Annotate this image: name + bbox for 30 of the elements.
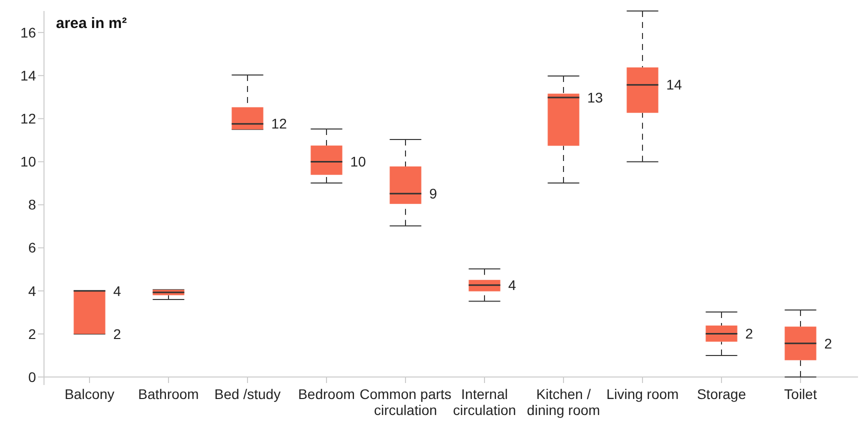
x-tick-label: Storage bbox=[696, 386, 746, 402]
annotation: 12 bbox=[271, 116, 288, 132]
annotation: 4 bbox=[508, 276, 516, 293]
y-tick-label: 14 bbox=[20, 67, 36, 84]
x-tick-label: Bathroom bbox=[138, 386, 199, 402]
y-tick-label: 2 bbox=[28, 326, 36, 342]
y-tick-label: 6 bbox=[28, 240, 36, 256]
annotation: 4 bbox=[113, 282, 122, 299]
annotation: 2 bbox=[113, 326, 122, 342]
annotation: 2 bbox=[824, 335, 832, 352]
annotation: 2 bbox=[745, 326, 754, 342]
x-tick-label: Balcony bbox=[64, 386, 114, 402]
y-tick-label: 16 bbox=[20, 24, 36, 40]
x-tick-label: Toilet bbox=[784, 386, 817, 402]
annotation: 10 bbox=[350, 154, 366, 170]
y-tick-label: 12 bbox=[20, 110, 36, 127]
annotation: 13 bbox=[587, 89, 604, 106]
y-tick-label: 8 bbox=[28, 196, 36, 213]
y-tick-label: 0 bbox=[28, 368, 36, 385]
x-tick-label: Kitchen / dining room bbox=[526, 386, 600, 418]
chart-title: area in m² bbox=[56, 15, 127, 32]
y-tick-label: 4 bbox=[28, 282, 36, 299]
x-tick-label: Common parts circulation bbox=[360, 386, 452, 418]
x-tick-label: Bedroom bbox=[298, 386, 355, 402]
x-tick-label: Bed /study bbox=[214, 386, 281, 402]
annotation: 14 bbox=[666, 76, 682, 93]
y-tick-label: 10 bbox=[20, 154, 36, 170]
annotation: 9 bbox=[429, 185, 438, 202]
x-tick-label: Living room bbox=[606, 386, 679, 402]
x-tick-label: Internal circulation bbox=[452, 386, 516, 418]
